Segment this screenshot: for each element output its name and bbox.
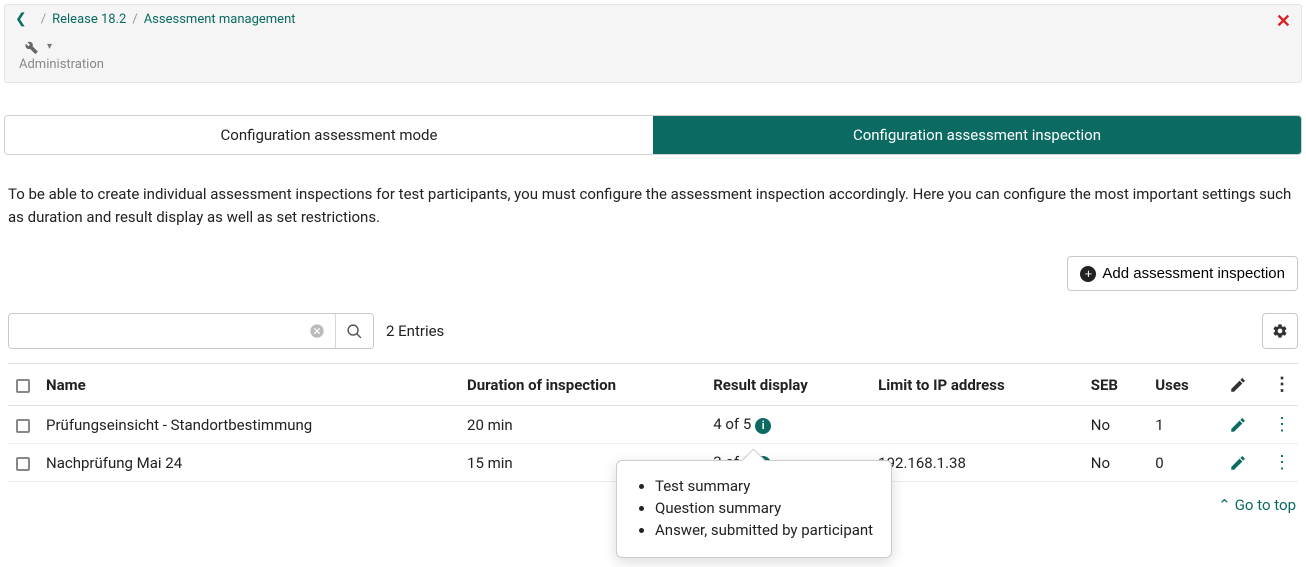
administration-label: Administration (19, 57, 1287, 72)
tab-config-inspection[interactable]: Configuration assessment inspection (653, 116, 1301, 154)
add-button-label: Add assessment inspection (1102, 265, 1285, 282)
col-duration[interactable]: Duration of inspection (459, 364, 705, 406)
config-tabs: Configuration assessment mode Configurat… (4, 115, 1302, 155)
table-toolbar: 2 Entries (8, 313, 1298, 349)
breadcrumb-back-icon[interactable]: ❮ (15, 11, 27, 27)
cell-uses: 0 (1147, 444, 1221, 482)
cell-ip: 192.168.1.38 (870, 444, 1083, 482)
gear-icon (1272, 323, 1288, 339)
cell-name: Prüfungseinsicht - Standortbestimmung (38, 406, 459, 444)
admin-block: ▾ Administration (5, 33, 1301, 82)
cell-name: Nachprüfung Mai 24 (38, 444, 459, 482)
result-info-icon[interactable]: i (755, 418, 771, 434)
breadcrumb-assessment-management[interactable]: Assessment management (144, 12, 296, 27)
search-box (8, 313, 374, 349)
page-description: To be able to create individual assessme… (4, 183, 1302, 228)
col-uses[interactable]: Uses (1147, 364, 1221, 406)
top-bar: ❮ / Release 18.2 / Assessment management… (4, 4, 1302, 83)
go-to-top-label: Go to top (1235, 496, 1296, 514)
edit-column-icon (1229, 376, 1257, 394)
search-input[interactable] (9, 314, 299, 348)
row-actions-icon[interactable]: ⋮ (1273, 452, 1290, 473)
entries-count: 2 Entries (386, 322, 444, 340)
table-row: Prüfungseinsicht - Standortbestimmung 20… (8, 406, 1298, 444)
crumb-separator: / (41, 12, 46, 27)
col-seb[interactable]: SEB (1083, 364, 1148, 406)
close-icon[interactable]: ✕ (1276, 11, 1291, 32)
add-assessment-inspection-button[interactable]: + Add assessment inspection (1067, 256, 1298, 291)
col-name[interactable]: Name (38, 364, 459, 406)
table-settings-button[interactable] (1262, 313, 1298, 349)
col-ip[interactable]: Limit to IP address (870, 364, 1083, 406)
popover-item: Answer, submitted by participant (655, 519, 873, 541)
popover-item: Question summary (655, 497, 873, 519)
cell-duration: 20 min (459, 406, 705, 444)
cell-result: 4 of 5i (705, 406, 870, 444)
breadcrumb: ❮ / Release 18.2 / Assessment management… (5, 5, 1301, 33)
tab-config-mode[interactable]: Configuration assessment mode (5, 116, 653, 154)
chevron-up-icon: ⌃ (1218, 496, 1231, 514)
wrench-icon (19, 37, 41, 55)
breadcrumb-release[interactable]: Release 18.2 (52, 12, 126, 27)
cell-ip (870, 406, 1083, 444)
search-clear-icon[interactable] (299, 314, 335, 348)
col-result[interactable]: Result display (705, 364, 870, 406)
cell-seb: No (1083, 406, 1148, 444)
search-submit-icon[interactable] (335, 314, 373, 348)
result-display-popover: Test summary Question summary Answer, su… (616, 460, 892, 558)
edit-row-icon[interactable] (1229, 454, 1257, 472)
crumb-separator: / (132, 12, 137, 27)
row-actions-icon[interactable]: ⋮ (1273, 414, 1290, 435)
cell-seb: No (1083, 444, 1148, 482)
plus-circle-icon: + (1080, 266, 1096, 282)
add-row: + Add assessment inspection (8, 256, 1298, 291)
row-checkbox[interactable] (16, 457, 30, 471)
table-header-row: Name Duration of inspection Result displ… (8, 364, 1298, 406)
caret-down-icon: ▾ (47, 41, 52, 52)
popover-item: Test summary (655, 475, 873, 497)
select-all-checkbox[interactable] (16, 379, 30, 393)
administration-menu[interactable]: ▾ (19, 37, 1287, 55)
cell-uses: 1 (1147, 406, 1221, 444)
header-actions-icon[interactable]: ⋮ (1273, 374, 1290, 395)
edit-row-icon[interactable] (1229, 416, 1257, 434)
row-checkbox[interactable] (16, 419, 30, 433)
